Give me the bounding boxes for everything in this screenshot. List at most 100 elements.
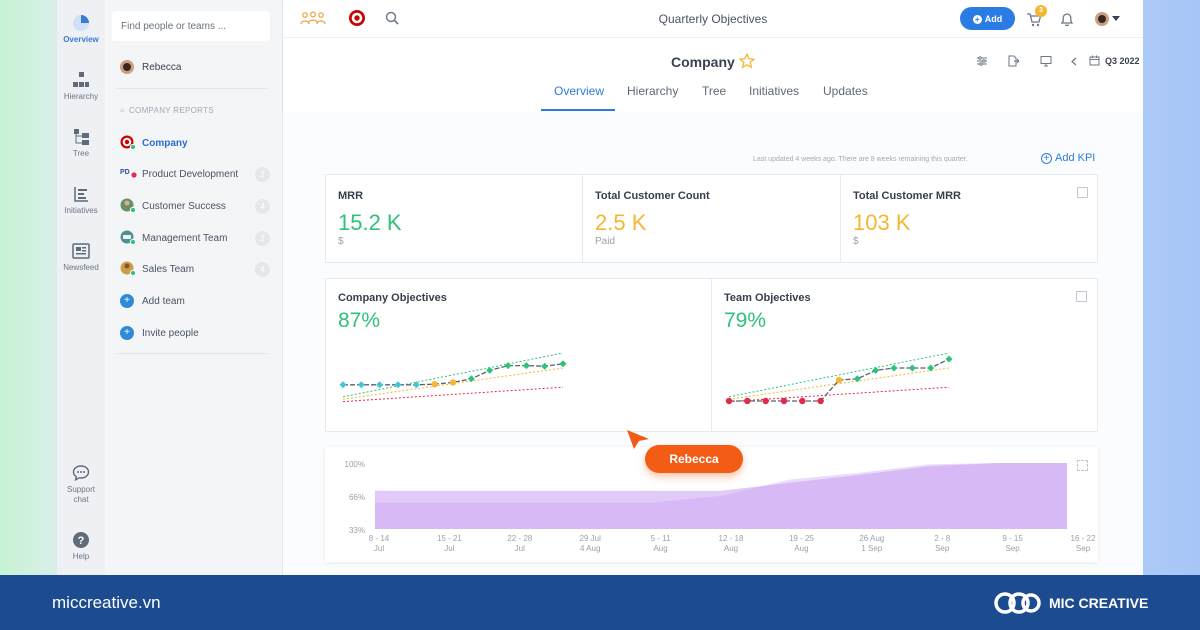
- calendar-icon[interactable]: [1089, 55, 1100, 66]
- initiatives-icon: [74, 187, 88, 202]
- data-point: [412, 381, 420, 389]
- add-team-button[interactable]: + Add team: [120, 293, 270, 309]
- y-tick-label: 100%: [345, 460, 365, 469]
- footer-site[interactable]: miccreative.vn: [52, 593, 161, 612]
- team-avatar-icon: [120, 198, 137, 214]
- search-input[interactable]: [112, 11, 270, 41]
- team-badge-icon: PD: [120, 166, 137, 182]
- rail-label: Help: [72, 552, 90, 561]
- export-icon[interactable]: [1007, 55, 1019, 67]
- mic-creative-logo-icon: [994, 592, 1041, 614]
- data-point: [835, 376, 843, 384]
- sidebar-item-sales-team[interactable]: Sales Team 4: [120, 261, 270, 277]
- target-logo-icon[interactable]: [348, 9, 366, 27]
- x-tick-label: 1 Sep: [861, 544, 882, 553]
- team-count-badge: 4: [255, 262, 270, 277]
- period-selector[interactable]: Q3 2022: [1105, 56, 1140, 66]
- current-user[interactable]: Rebecca: [120, 60, 181, 74]
- tab-tree[interactable]: Tree: [702, 84, 727, 98]
- data-point: [394, 381, 402, 389]
- data-point: [945, 355, 953, 363]
- team-objectives-card[interactable]: Team Objectives 79%: [712, 279, 1097, 431]
- user-avatar[interactable]: [1095, 12, 1109, 26]
- tab-overview[interactable]: Overview: [554, 84, 605, 98]
- team-avatar-icon: [120, 261, 137, 277]
- monitor-icon[interactable]: [1040, 55, 1052, 67]
- nav-rail: Overview Hierarchy Tree Initiatives News…: [57, 0, 105, 575]
- team-label: Company: [142, 137, 188, 149]
- divider: [117, 353, 267, 354]
- list-icon: ≡: [120, 106, 125, 115]
- rail-label: Support chat: [66, 485, 96, 504]
- x-tick-label: 15 - 21: [437, 534, 462, 543]
- area-series-actual: [375, 463, 1067, 529]
- rail-item-tree[interactable]: Tree: [57, 128, 105, 158]
- data-point: [504, 362, 512, 370]
- sliders-icon[interactable]: [976, 55, 988, 67]
- collapse-icon[interactable]: [1077, 460, 1088, 471]
- x-tick-label: 5 - 11: [651, 534, 671, 543]
- star-icon[interactable]: [738, 52, 756, 69]
- tab-initiatives[interactable]: Initiatives: [749, 84, 800, 98]
- data-point: [541, 362, 549, 370]
- data-point: [762, 397, 769, 405]
- bell-icon[interactable]: [1059, 11, 1075, 27]
- kpi-card-customer-count[interactable]: Total Customer Count 2.5 K Paid: [583, 175, 841, 262]
- rail-item-support[interactable]: Support chat: [57, 464, 105, 505]
- sidebar-item-customer-success[interactable]: Customer Success 4: [120, 198, 270, 214]
- kpi-card-customer-mrr[interactable]: Total Customer MRR 103 K $: [841, 175, 1097, 262]
- rail-item-initiatives[interactable]: Initiatives: [57, 185, 105, 215]
- add-kpi-button[interactable]: + Add KPI: [1041, 152, 1095, 164]
- sidebar-item-company[interactable]: Company: [120, 135, 270, 151]
- sidebar-item-product-development[interactable]: PD Product Development 2: [120, 166, 270, 182]
- expand-icon[interactable]: [1076, 291, 1087, 302]
- add-button-label: Add: [984, 13, 1003, 24]
- add-button[interactable]: + Add: [960, 7, 1015, 30]
- help-icon: ?: [73, 532, 89, 548]
- team-count-badge: 2: [255, 231, 270, 246]
- kpi-card-mrr[interactable]: MRR 15.2 K $: [326, 175, 583, 262]
- top-bar: Quarterly Objectives + Add 3: [283, 0, 1143, 38]
- rail-item-newsfeed[interactable]: Newsfeed: [57, 242, 105, 272]
- green-trend-line: [728, 352, 950, 398]
- search-icon[interactable]: [385, 11, 399, 25]
- x-tick-label: 22 - 28: [507, 534, 532, 543]
- tab-updates[interactable]: Updates: [823, 84, 868, 98]
- invite-people-button[interactable]: + Invite people: [120, 325, 270, 341]
- x-tick-label: Aug: [724, 544, 738, 553]
- rail-item-overview[interactable]: Overview: [57, 14, 105, 44]
- tab-hierarchy[interactable]: Hierarchy: [627, 84, 679, 98]
- newsfeed-icon: [72, 243, 90, 259]
- x-tick-label: Jul: [515, 544, 525, 553]
- main-content: Last updated 4 weeks ago. There are 8 we…: [283, 112, 1143, 575]
- company-objectives-card[interactable]: Company Objectives 87%: [326, 279, 712, 431]
- rail-item-hierarchy[interactable]: Hierarchy: [57, 71, 105, 101]
- rail-label: Tree: [72, 149, 90, 158]
- user-name: Rebecca: [142, 61, 182, 73]
- team-people-icon[interactable]: [300, 11, 326, 27]
- section-title-text: COMPANY REPORTS: [128, 106, 214, 115]
- divider: [117, 88, 267, 89]
- chevron-left-icon[interactable]: [1071, 57, 1077, 66]
- cursor-user-label: Rebecca: [645, 445, 743, 473]
- kpi-value: 103 K: [853, 210, 911, 235]
- kpi-value: 2.5 K: [595, 210, 647, 235]
- x-tick-label: Sep: [1005, 544, 1020, 553]
- data-point: [339, 381, 347, 389]
- kpi-title: Total Customer Count: [595, 190, 710, 202]
- x-tick-label: 29 Jul: [580, 534, 602, 543]
- rail-item-help[interactable]: ? Help: [57, 531, 105, 561]
- hierarchy-icon: [73, 72, 89, 87]
- team-label: Sales Team: [142, 263, 195, 275]
- data-point: [486, 366, 494, 374]
- company-name: Company: [671, 52, 756, 70]
- expand-icon[interactable]: [1077, 187, 1088, 198]
- rail-label: Newsfeed: [63, 263, 99, 272]
- green-trend-line: [342, 352, 564, 398]
- data-point: [467, 375, 475, 383]
- chevron-down-icon[interactable]: [1112, 16, 1120, 22]
- data-point: [725, 397, 733, 405]
- data-point: [817, 397, 824, 405]
- y-tick-label: 66%: [349, 493, 365, 502]
- sidebar-item-management-team[interactable]: Management Team 2: [120, 230, 270, 246]
